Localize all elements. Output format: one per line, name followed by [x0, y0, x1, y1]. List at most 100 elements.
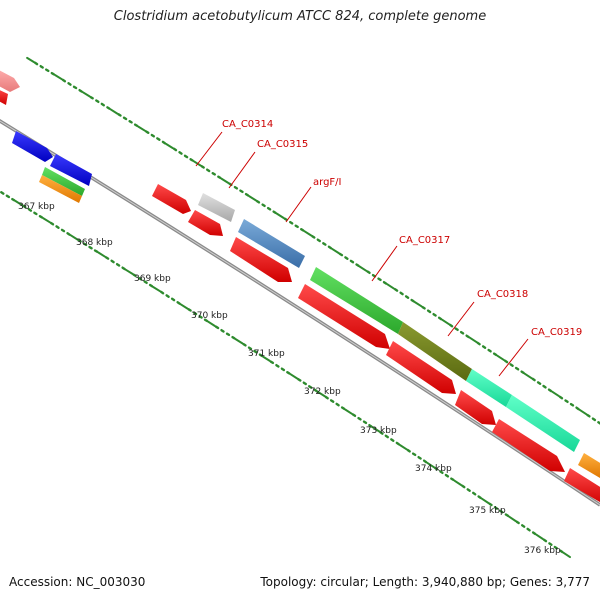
- minor-tick: [61, 78, 67, 83]
- major-tick: [262, 355, 271, 362]
- minor-tick: [275, 364, 280, 368]
- minor-tick: [450, 477, 455, 482]
- gene-feature[interactable]: [238, 219, 305, 268]
- minor-tick: [205, 168, 211, 173]
- minor-tick: [261, 203, 266, 208]
- major-tick: [331, 247, 340, 255]
- minor-tick: [266, 206, 272, 211]
- minor-tick: [487, 348, 492, 353]
- major-tick: [109, 108, 119, 115]
- minor-tick: [515, 520, 520, 525]
- minor-tick: [272, 210, 277, 215]
- major-tick: [14, 200, 24, 207]
- gene-feature[interactable]: [152, 184, 191, 214]
- minor-tick: [461, 484, 466, 489]
- minor-tick: [521, 524, 526, 528]
- minor-tick: [11, 197, 16, 202]
- minor-tick: [338, 252, 344, 257]
- gene-feature[interactable]: [0, 88, 8, 105]
- minor-tick: [67, 82, 72, 86]
- minor-tick: [150, 133, 156, 138]
- minor-tick: [176, 301, 181, 305]
- minor-tick: [327, 245, 333, 250]
- gene-label[interactable]: CA_C0314: [222, 119, 273, 130]
- major-tick: [220, 177, 230, 184]
- minor-tick: [586, 413, 591, 418]
- minor-tick: [148, 283, 154, 288]
- gene-feature[interactable]: [398, 322, 472, 381]
- minor-tick: [100, 102, 106, 107]
- minor-tick: [597, 421, 600, 425]
- gene-label[interactable]: CA_C0318: [477, 289, 528, 300]
- minor-tick: [115, 263, 121, 267]
- major-tick: [358, 265, 368, 272]
- gene-feature[interactable]: [0, 68, 20, 92]
- minor-tick: [106, 106, 111, 110]
- gene-feature[interactable]: [506, 395, 580, 452]
- minor-tick: [39, 64, 44, 69]
- minor-tick: [393, 288, 399, 292]
- inner-tick-track: [0, 191, 571, 559]
- gene-feature[interactable]: [466, 369, 512, 407]
- minor-tick: [514, 366, 520, 371]
- minor-tick: [492, 352, 498, 357]
- gene-feature[interactable]: [310, 267, 403, 334]
- minor-tick: [371, 273, 377, 278]
- gene-label[interactable]: CA_C0315: [257, 139, 308, 150]
- other-track-genes: [12, 131, 92, 203]
- minor-tick: [300, 227, 305, 232]
- gene-labels: CA_C0314 CA_C0315 argF/I CA_C0317 CA_C03…: [222, 119, 582, 338]
- major-tick: [137, 125, 147, 132]
- gene-feature[interactable]: [230, 237, 292, 282]
- major-tick: [551, 390, 560, 398]
- minor-tick: [178, 151, 183, 155]
- map-title: Clostridium acetobutylicum ATCC 824, com…: [113, 9, 487, 24]
- gene-feature[interactable]: [188, 210, 223, 236]
- gene-feature[interactable]: [39, 175, 82, 203]
- minor-tick: [258, 353, 264, 358]
- gene-feature[interactable]: [198, 193, 235, 222]
- minor-tick: [308, 385, 313, 389]
- major-tick: [192, 160, 202, 167]
- kbp-label: 373 kbp: [360, 426, 397, 436]
- minor-tick: [214, 325, 220, 330]
- minor-tick: [217, 175, 222, 180]
- gene-feature[interactable]: [386, 341, 456, 394]
- major-tick: [54, 74, 63, 81]
- minor-tick: [88, 245, 93, 250]
- minor-tick: [536, 381, 542, 385]
- minor-tick: [189, 158, 194, 162]
- minor-tick: [362, 420, 368, 425]
- major-tick: [152, 286, 161, 293]
- major-tick: [344, 408, 353, 415]
- minor-tick: [564, 399, 569, 403]
- minor-tick: [422, 459, 428, 464]
- kbp-label: 368 kbp: [76, 238, 113, 248]
- gene-feature[interactable]: [50, 154, 92, 186]
- minor-tick: [172, 147, 178, 152]
- kbp-label: 369 kbp: [134, 274, 171, 284]
- gene-feature[interactable]: [12, 131, 53, 162]
- gene-feature[interactable]: [455, 390, 496, 425]
- gene-feature[interactable]: [298, 284, 390, 349]
- gene-feature[interactable]: [492, 419, 565, 472]
- gene-label[interactable]: argF/I: [313, 177, 341, 188]
- gene-feature[interactable]: [42, 167, 85, 196]
- minor-tick: [211, 171, 217, 176]
- major-tick: [275, 212, 285, 219]
- major-tick: [398, 444, 408, 451]
- major-tick: [371, 426, 381, 433]
- gene-label[interactable]: CA_C0319: [531, 327, 582, 338]
- gene-feature[interactable]: [578, 453, 600, 478]
- major-tick: [69, 234, 79, 241]
- minor-tick: [313, 388, 318, 393]
- minor-tick: [410, 298, 415, 303]
- minor-tick: [286, 371, 291, 375]
- minor-tick: [335, 402, 340, 407]
- gene-feature[interactable]: [564, 468, 600, 505]
- minor-tick: [161, 140, 167, 145]
- minor-tick: [93, 249, 99, 253]
- gene-label[interactable]: CA_C0317: [399, 235, 450, 246]
- minor-tick: [322, 242, 327, 246]
- minor-tick: [133, 123, 139, 128]
